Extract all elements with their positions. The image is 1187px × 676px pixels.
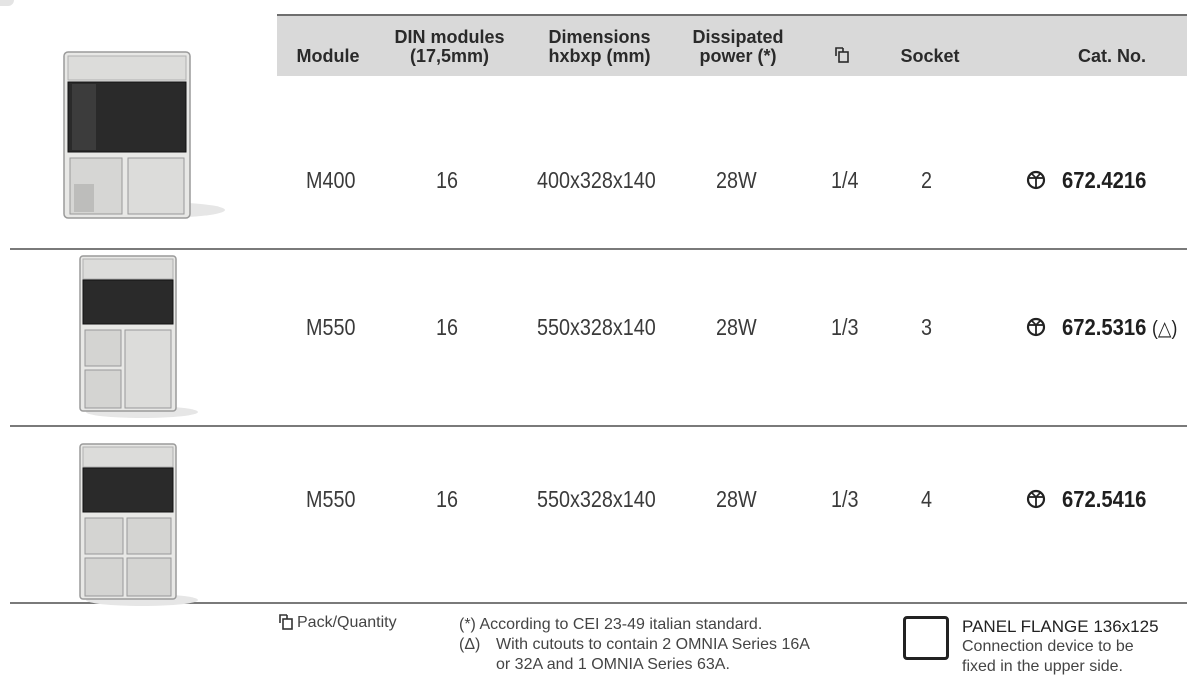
header-power: Dissipated power (*) <box>677 28 799 66</box>
cell-module: M550 <box>306 314 356 340</box>
header-dimensions-line2: hxbxp (mm) <box>548 46 651 66</box>
cell-pack: 1/3 <box>831 314 859 340</box>
header-cat: Cat. No. <box>1077 46 1146 66</box>
row-divider <box>10 248 1187 250</box>
row-divider <box>10 425 1187 427</box>
header-socket: Socket <box>900 46 960 66</box>
note-cei: (*) According to CEI 23-49 italian stand… <box>459 616 763 633</box>
cell-pack: 1/4 <box>831 167 859 193</box>
cell-dimensions: 400x328x140 <box>537 167 656 193</box>
cell-power: 28W <box>716 167 757 193</box>
row-divider <box>10 602 1187 604</box>
pack-quantity-icon <box>279 614 293 630</box>
flange-desc-line1: Connection device to be <box>962 638 1134 655</box>
note-cutouts-line1: With cutouts to contain 2 OMNIA Series 1… <box>496 636 810 653</box>
cell-pack: 1/3 <box>831 486 859 512</box>
header-din: DIN modules (17,5mm) <box>377 28 522 66</box>
header-power-line2: power (*) <box>699 46 777 66</box>
grid-symbol-icon <box>1026 489 1046 509</box>
cell-dimensions: 550x328x140 <box>537 486 656 512</box>
cell-socket: 4 <box>921 486 933 512</box>
cell-cat-no: 672.4216 <box>1062 167 1146 194</box>
cell-power: 28W <box>716 314 757 340</box>
pack-quantity-icon <box>832 46 852 68</box>
header-din-line1: DIN modules <box>394 27 505 47</box>
header-dimensions: Dimensions hxbxp (mm) <box>527 28 672 66</box>
cell-dimensions: 550x328x140 <box>537 314 656 340</box>
cell-din: 16 <box>436 314 459 340</box>
cell-cat-no: 672.5416 <box>1062 486 1146 513</box>
header-dimensions-line1: Dimensions <box>548 27 651 47</box>
cell-socket: 2 <box>921 167 933 193</box>
enclosure-image-m400 <box>63 51 225 219</box>
corner-tab <box>0 0 14 6</box>
note-cutouts-symbol: (Δ) <box>459 636 481 653</box>
cell-socket: 3 <box>921 314 933 340</box>
cell-module: M400 <box>306 167 356 193</box>
cat-suffix: (△) <box>1152 318 1178 340</box>
header-din-line2: (17,5mm) <box>409 46 490 66</box>
cat-number: 672.5316 <box>1062 314 1147 340</box>
panel-flange-icon <box>903 616 949 660</box>
note-cutouts-line2: or 32A and 1 OMNIA Series 63A. <box>496 656 730 673</box>
cell-din: 16 <box>436 486 459 512</box>
cell-power: 28W <box>716 486 757 512</box>
flange-title: PANEL FLANGE 136x125 <box>962 617 1159 636</box>
flange-desc-line2: fixed in the upper side. <box>962 658 1123 675</box>
cell-din: 16 <box>436 167 459 193</box>
cell-cat-no: 672.5316 (△) <box>1062 314 1177 341</box>
header-module: Module <box>296 46 360 66</box>
grid-symbol-icon <box>1026 170 1046 190</box>
cat-number: 672.4216 <box>1062 167 1147 193</box>
pack-quantity-label: Pack/Quantity <box>297 614 397 631</box>
cat-number: 672.5416 <box>1062 486 1147 512</box>
enclosure-image-m550-4 <box>79 443 198 606</box>
enclosure-image-m550-3 <box>79 255 198 418</box>
header-power-line1: Dissipated <box>692 27 784 47</box>
cell-module: M550 <box>306 486 356 512</box>
table-header: Module DIN modules (17,5mm) Dimensions h… <box>277 14 1187 76</box>
grid-symbol-icon <box>1026 317 1046 337</box>
